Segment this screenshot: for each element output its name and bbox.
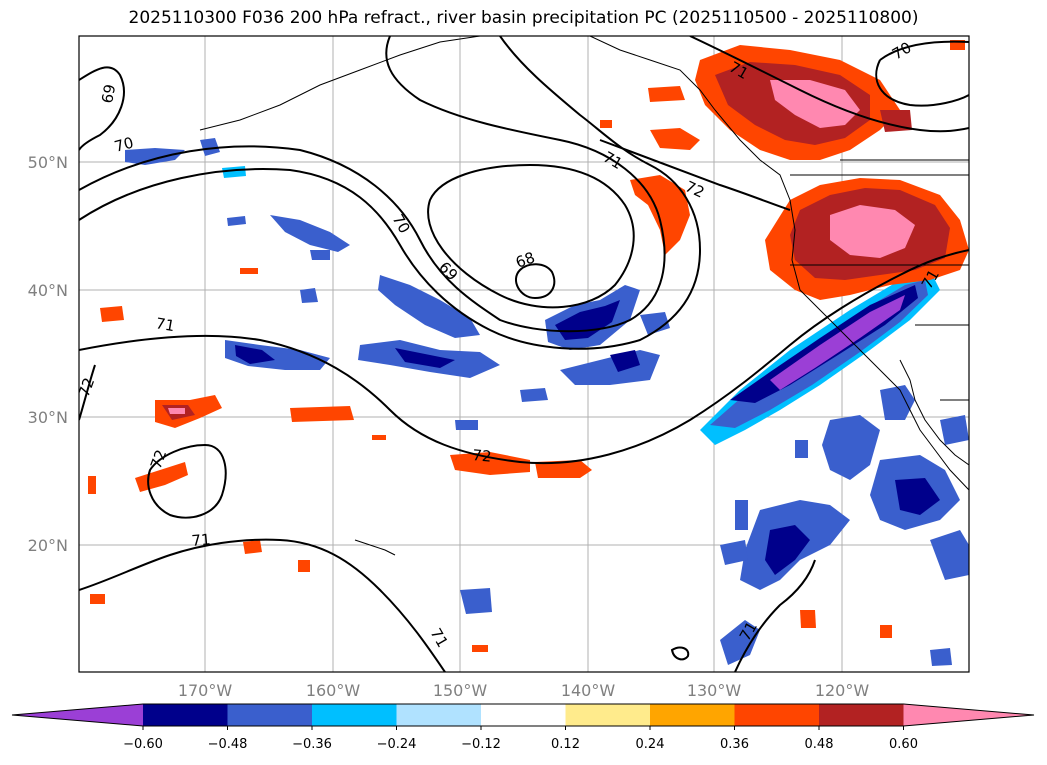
map-frame <box>78 35 970 673</box>
contour-69-low <box>427 163 635 309</box>
lon-label-130w: 130°W <box>687 681 742 700</box>
contour-label: 68 <box>513 248 537 271</box>
lon-label-160w: 160°W <box>306 681 361 700</box>
colorbar-extend-max <box>903 704 1034 726</box>
lon-label-150w: 150°W <box>433 681 488 700</box>
contour-69-nw <box>79 66 125 151</box>
contour-label: 72 <box>472 446 493 466</box>
contour-70-ne <box>879 40 969 61</box>
lon-label-170w: 170°W <box>178 681 233 700</box>
longitude-labels: 170°W 160°W 150°W 140°W 130°W 120°W <box>178 681 870 700</box>
neg-blob-eastern-tropics <box>822 415 880 480</box>
pos-streak-25n <box>450 452 530 475</box>
lat-label-50n: 50°N <box>28 153 68 172</box>
colorbar-tick-label: 0.48 <box>805 737 834 752</box>
colorbar-segment <box>227 704 313 726</box>
contour-71 <box>79 36 702 350</box>
contour-71-south <box>79 538 446 672</box>
colorbar-segment <box>312 704 397 726</box>
colorbar-segment <box>396 704 482 726</box>
lat-label-20n: 20°N <box>28 536 68 555</box>
colorbar-tick-label: −0.60 <box>123 737 163 752</box>
contour-72 <box>79 249 969 465</box>
contour-70 <box>79 36 666 333</box>
contour-label: 70 <box>112 134 135 156</box>
contour-label: 69 <box>98 83 119 105</box>
contour-72-closed <box>147 443 227 519</box>
colorbar: −0.60 −0.48 −0.36 −0.24 −0.12 0.12 0.24 0.36 0.4… <box>11 703 1035 752</box>
colorbar-segment <box>143 704 228 726</box>
colorbar-tick-label: 0.24 <box>636 737 665 752</box>
lon-label-120w: 120°W <box>815 681 870 700</box>
latitude-labels: 50°N 40°N 30°N 20°N <box>28 153 68 555</box>
lon-label-140w: 140°W <box>561 681 616 700</box>
contour-72-ne <box>599 139 791 211</box>
colorbar-segment <box>734 704 820 726</box>
colorbar-segment <box>565 704 651 726</box>
lat-label-30n: 30°N <box>28 408 68 427</box>
contour-label: 71 <box>191 530 212 550</box>
colorbar-segment <box>819 704 904 726</box>
contour-label: 72 <box>147 447 170 471</box>
coastlines <box>199 36 969 556</box>
contour-71-se <box>734 559 816 672</box>
negative-precip-field <box>125 138 969 666</box>
colorbar-tick-label: 0.60 <box>889 737 918 752</box>
contour-label: 72 <box>75 375 98 399</box>
contour-label: 71 <box>154 314 176 335</box>
colorbar-tick-label: 0.36 <box>720 737 749 752</box>
colorbar-extend-min <box>12 704 143 726</box>
colorbar-segment <box>650 704 735 726</box>
colorbar-tick-label: 0.12 <box>551 737 580 752</box>
chart-title: 2025110300 F036 200 hPa refract., river … <box>128 8 919 28</box>
positive-precip-field <box>88 40 969 652</box>
colorbar-segment <box>481 704 566 726</box>
colorbar-tick-label: −0.12 <box>461 737 501 752</box>
contour-71-ne <box>689 36 969 133</box>
colorbar-tick-label: −0.24 <box>377 737 417 752</box>
lat-label-40n: 40°N <box>28 281 68 300</box>
colorbar-tick-label: −0.48 <box>208 737 248 752</box>
refractivity-contours <box>79 36 969 672</box>
colorbar-tick-label: −0.36 <box>292 737 332 752</box>
contour-68 <box>515 263 556 300</box>
